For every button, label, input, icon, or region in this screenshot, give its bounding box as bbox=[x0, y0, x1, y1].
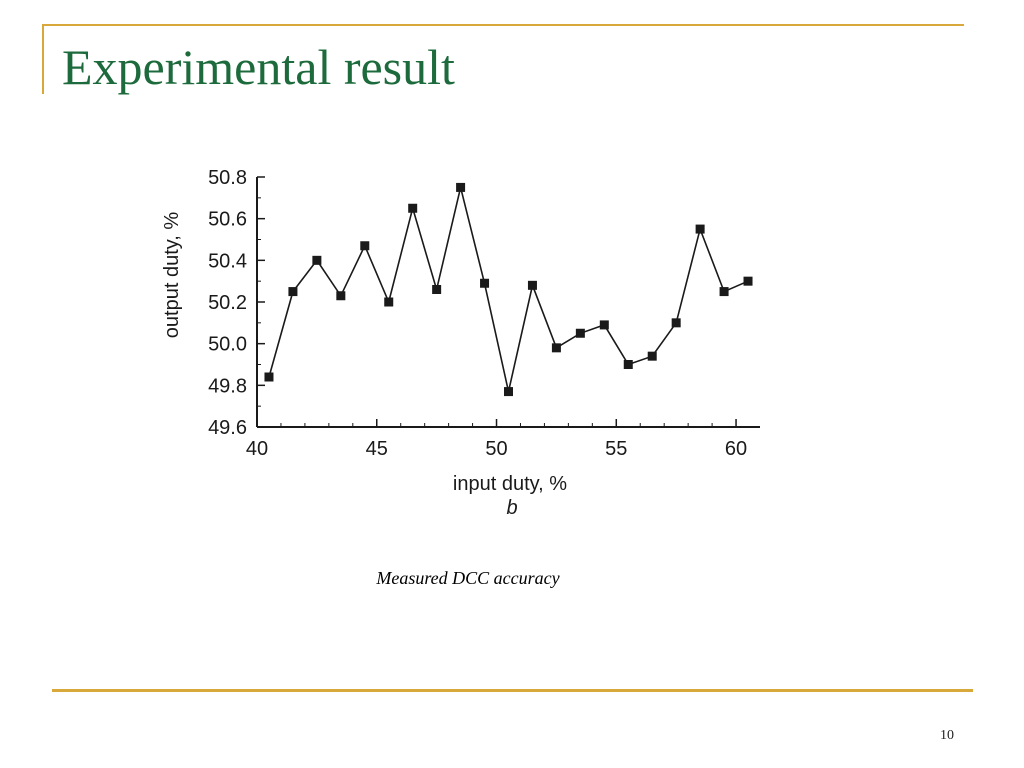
data-point bbox=[408, 203, 418, 213]
data-point bbox=[671, 318, 681, 328]
y-tick-label: 49.8 bbox=[208, 375, 247, 397]
x-tick-label: 45 bbox=[366, 438, 388, 460]
data-point bbox=[480, 278, 490, 288]
data-point bbox=[504, 387, 513, 397]
x-tick-label: 55 bbox=[605, 438, 627, 460]
data-point bbox=[695, 224, 705, 234]
data-point bbox=[527, 280, 537, 290]
x-axis-label: input duty, % bbox=[453, 473, 567, 495]
data-point bbox=[551, 343, 561, 353]
figure-caption: Measured DCC accuracy bbox=[376, 568, 560, 588]
data-point bbox=[360, 241, 370, 251]
x-tick-label: 60 bbox=[725, 438, 747, 460]
data-point bbox=[647, 351, 657, 361]
panel-label: b bbox=[506, 497, 517, 519]
data-point bbox=[384, 297, 394, 307]
data-point bbox=[312, 255, 322, 265]
top-accent-rule bbox=[42, 24, 964, 26]
left-accent-rule bbox=[42, 24, 44, 94]
x-tick-label: 50 bbox=[485, 438, 507, 460]
x-tick-label: 40 bbox=[246, 438, 268, 460]
y-axis-label: output duty, % bbox=[161, 212, 183, 339]
data-point bbox=[575, 328, 585, 338]
chart-svg: output duty, % input duty, % b 49.6 49.8 5… bbox=[161, 167, 760, 519]
y-tick-label: 50.4 bbox=[208, 250, 247, 272]
y-tick-label: 50.0 bbox=[208, 334, 247, 356]
data-point bbox=[623, 360, 633, 369]
data-point bbox=[719, 287, 729, 297]
data-point bbox=[288, 287, 298, 297]
data-point bbox=[599, 320, 609, 330]
slide-title: Experimental result bbox=[62, 39, 455, 95]
data-point bbox=[336, 291, 346, 301]
series-line bbox=[268, 187, 749, 392]
footer-rule bbox=[52, 689, 973, 692]
line-chart: output duty, % input duty, % b 49.6 49.8 5… bbox=[150, 150, 800, 530]
y-tick-label: 50.6 bbox=[208, 209, 247, 231]
data-point bbox=[432, 285, 442, 294]
data-point bbox=[264, 372, 274, 382]
page-number: 10 bbox=[940, 728, 954, 743]
data-point bbox=[456, 182, 466, 192]
y-tick-label: 50.2 bbox=[208, 292, 247, 314]
data-point bbox=[743, 276, 753, 286]
y-tick-label: 49.6 bbox=[208, 417, 247, 439]
y-tick-label: 50.8 bbox=[208, 167, 247, 189]
